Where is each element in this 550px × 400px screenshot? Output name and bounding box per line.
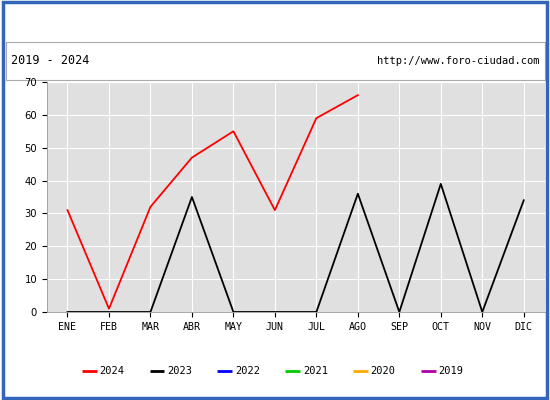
Text: 2021: 2021 (303, 366, 328, 376)
Text: http://www.foro-ciudad.com: http://www.foro-ciudad.com (377, 56, 539, 66)
Text: 2020: 2020 (371, 366, 395, 376)
Text: 2019: 2019 (438, 366, 464, 376)
Text: 2024: 2024 (100, 366, 124, 376)
Text: Evolucion Nº Turistas Extranjeros en el municipio de Villaseca de Henares: Evolucion Nº Turistas Extranjeros en el … (9, 18, 541, 30)
Text: 2022: 2022 (235, 366, 260, 376)
Text: 2023: 2023 (167, 366, 192, 376)
Text: 2019 - 2024: 2019 - 2024 (11, 54, 89, 68)
